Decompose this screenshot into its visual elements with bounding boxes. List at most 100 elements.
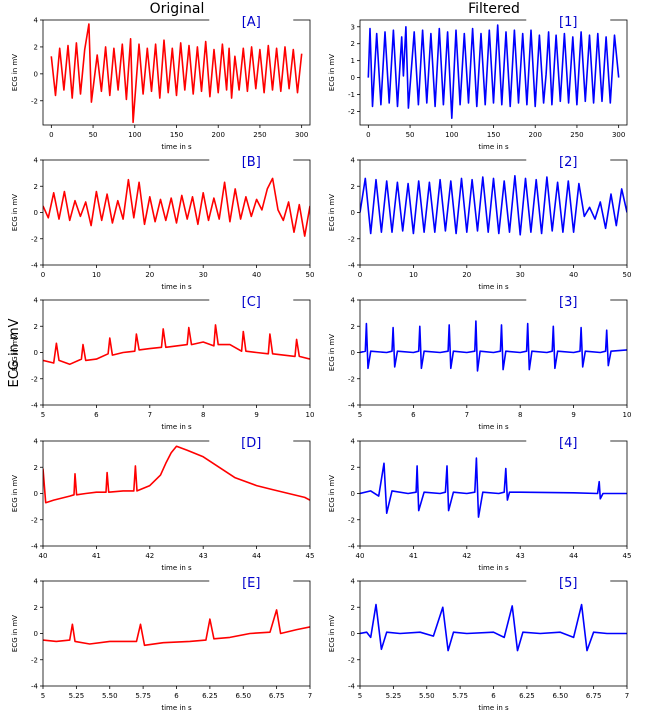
y-tick-label: -2 [348,235,355,243]
y-tick-label: 1 [351,57,355,65]
panel-tag: [E] [242,576,260,591]
y-axis-label: ECG in mV [11,475,19,512]
panel-tag-background [209,155,294,165]
x-tick-label: 8 [518,411,522,419]
x-tick-label: 5 [358,692,362,700]
x-axis-label: time in s [161,423,192,431]
panel-tag-background [209,576,294,586]
y-tick-label: 2 [34,464,38,472]
y-tick-label: -2 [31,235,38,243]
x-tick-label: 9 [571,411,575,419]
y-tick-label: 2 [351,464,355,472]
axes-frame [42,159,311,266]
chart-panel: 0 10 20 30 40 50 -4 -2 0 2 4 time in s ECG in mV [B] [11,155,314,291]
x-tick-label: 20 [145,271,154,279]
x-tick-label: 6.25 [202,692,218,700]
panel-tag: [1] [559,15,577,30]
panel-tag-background [526,15,611,25]
y-tick-label: -2 [31,516,38,524]
x-tick-label: 6.50 [552,692,568,700]
x-axis-label: time in s [161,143,192,151]
panel-tag: [2] [559,155,577,170]
y-tick-label: -2 [31,97,38,105]
x-axis-label: time in s [478,704,509,712]
x-tick-label: 6.50 [235,692,251,700]
series-line [43,324,310,366]
x-tick-label: 10 [306,411,315,419]
panel-tag: [3] [559,295,577,310]
y-tick-label: 0 [34,70,38,78]
y-tick-label: -4 [348,543,356,551]
chart-panel: 0 50 100 150 200 250 300 -2 -1 0 1 2 3 time in s ECG i… [328,15,628,151]
x-tick-label: 40 [39,552,48,560]
y-tick-label: 4 [351,297,356,305]
x-tick-label: 7 [148,411,152,419]
y-tick-label: 4 [34,157,39,165]
x-tick-label: 300 [295,131,308,139]
x-tick-label: 250 [253,131,266,139]
x-tick-label: 6 [174,692,179,700]
x-tick-label: 45 [623,552,632,560]
series-line [50,23,303,124]
panel-tag-background [526,436,611,446]
x-tick-label: 30 [516,271,525,279]
y-tick-label: 2 [34,43,38,51]
series-line [43,177,310,237]
y-tick-label: 2 [34,604,38,612]
panel-tag-background [209,436,294,446]
x-tick-label: 9 [254,411,258,419]
x-tick-label: 300 [612,131,625,139]
y-tick-label: 4 [34,17,39,25]
y-tick-label: 0 [34,630,38,638]
x-tick-label: 44 [569,552,578,560]
x-tick-label: 10 [92,271,101,279]
series-line [360,457,627,518]
y-tick-label: -2 [348,656,355,664]
panel-tag: [A] [242,15,261,30]
y-tick-label: 2 [34,323,38,331]
panel-tag-background [209,15,294,25]
chart-panel: 40 41 42 43 44 45 -4 -2 0 2 4 time in s ECG in mV [D] [11,436,314,572]
y-tick-label: 4 [34,578,39,586]
panel-tag: [D] [241,436,261,451]
y-tick-label: 0 [34,209,38,217]
y-tick-label: -1 [348,91,355,99]
y-tick-label: 4 [34,297,39,305]
x-tick-label: 6.75 [269,692,285,700]
x-tick-label: 200 [529,131,542,139]
x-tick-label: 10 [623,411,632,419]
series-line [360,175,627,236]
y-axis-label: ECG in mV [328,615,336,652]
y-tick-label: 2 [351,604,355,612]
x-tick-label: 50 [89,131,98,139]
chart-panel: 0 50 100 150 200 250 300 -2 0 2 4 time in s ECG in m… [11,15,311,151]
x-tick-label: 40 [252,271,261,279]
panel-tag-background [526,295,611,305]
x-tick-label: 200 [212,131,225,139]
y-tick-label: 2 [34,183,38,191]
y-axis-label: ECG in mV [11,615,19,652]
series-line [360,320,627,372]
x-tick-label: 50 [406,131,415,139]
x-tick-label: 40 [569,271,578,279]
x-axis-label: time in s [478,143,509,151]
chart-panel: 5 6 7 8 9 10 -4 -2 0 2 4 time in s ECG in mV [3] [328,295,631,431]
panel-tag: [4] [559,436,577,451]
x-tick-label: 41 [92,552,101,560]
y-tick-label: -2 [348,108,355,116]
x-axis-label: time in s [161,704,192,712]
x-tick-label: 0 [41,271,45,279]
y-axis-label: ECG in mV [328,194,336,231]
x-tick-label: 7 [308,692,312,700]
chart-panel: 5 6 7 8 9 10 -4 -2 0 2 4 time in s ECG in mV [C] [11,295,314,431]
x-tick-label: 6.25 [519,692,535,700]
panel-tag-background [526,576,611,586]
y-tick-label: -4 [31,262,39,270]
y-tick-label: -4 [348,402,356,410]
x-tick-label: 100 [128,131,141,139]
axes-frame [42,580,311,687]
y-tick-label: 0 [351,630,355,638]
y-tick-label: 0 [351,74,355,82]
y-tick-label: 0 [351,209,355,217]
